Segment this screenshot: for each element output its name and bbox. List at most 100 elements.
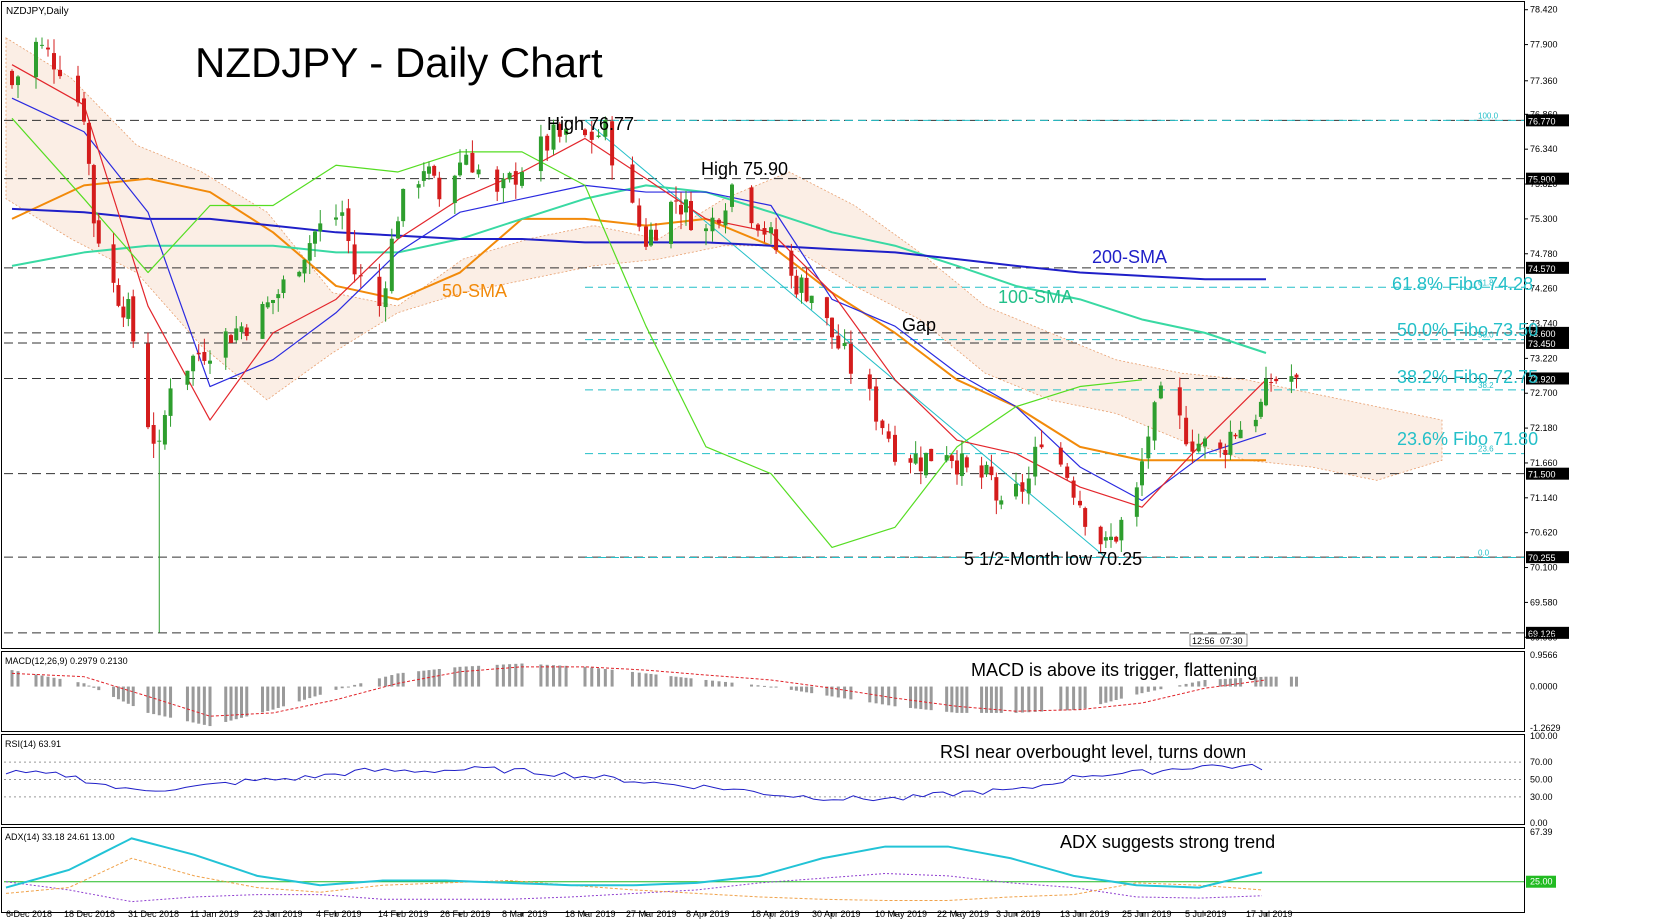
- candle-body: [684, 199, 688, 213]
- candle-body: [551, 124, 556, 150]
- macd-histogram-bar: [10, 670, 14, 687]
- candle-body: [126, 299, 131, 319]
- macd-histogram-bar: [1114, 686, 1118, 701]
- macd-histogram-bar: [597, 668, 601, 687]
- candle-body: [196, 352, 201, 355]
- macd-histogram-bar: [1065, 686, 1069, 711]
- macd-histogram-bar: [82, 683, 86, 687]
- macd-histogram-bar: [919, 686, 923, 710]
- candle-body: [389, 238, 394, 292]
- annotation-fibo-236: 23.6% Fibo 71.80: [1397, 429, 1538, 449]
- candle-body: [637, 205, 642, 227]
- macd-histogram-bar: [353, 684, 357, 687]
- date-tick-label: 25 Jun 2019: [1122, 909, 1172, 919]
- macd-histogram-bar: [644, 673, 648, 687]
- macd-histogram-bar: [724, 681, 727, 687]
- candle-body: [513, 171, 518, 185]
- adx-tick-label: 25.00: [1530, 877, 1553, 887]
- macd-histogram-bar: [520, 663, 524, 687]
- macd-histogram-bar: [234, 686, 238, 720]
- candle-body: [538, 136, 543, 172]
- candle-body: [1098, 526, 1103, 545]
- chart-title: NZDJPY - Daily Chart: [195, 39, 603, 86]
- macd-histogram-bar: [654, 674, 658, 687]
- macd-histogram-bar: [603, 669, 607, 687]
- candle-body: [1223, 449, 1228, 455]
- candle-body: [520, 172, 524, 186]
- macd-histogram-bar: [92, 686, 96, 688]
- date-tick-label: 22 May 2019: [937, 909, 989, 919]
- candle-body: [824, 297, 829, 319]
- candle-body: [979, 465, 984, 478]
- level-label: 73.600: [1528, 329, 1556, 339]
- macd-histogram-bar: [508, 664, 512, 687]
- candle-body: [1109, 536, 1113, 541]
- candle-body: [146, 343, 150, 428]
- macd-histogram-bar: [1190, 682, 1194, 687]
- fibo-ratio-label: 0.0: [1478, 548, 1490, 557]
- candlesticks: [10, 37, 1299, 633]
- price-tick-label: 74.260: [1530, 284, 1558, 294]
- candle-body: [58, 69, 62, 77]
- rsi-series: 100.00 70.00 50.00 30.00 0.00: [4, 731, 1558, 828]
- price-panel-frame: [1, 1, 1525, 649]
- macd-histogram-bar: [669, 676, 673, 687]
- level-label: 72.920: [1528, 374, 1556, 384]
- date-tick-label: 11 Jan 2019: [190, 909, 239, 919]
- adx-panel-frame: [1, 827, 1525, 913]
- candle-body: [1020, 482, 1025, 492]
- candle-body: [116, 285, 121, 306]
- macd-histogram-bar: [1104, 686, 1108, 703]
- level-label-box: [1526, 172, 1569, 185]
- candle-body: [10, 70, 14, 86]
- candle-body: [1014, 483, 1018, 497]
- macd-histogram-bar: [836, 686, 840, 698]
- candle-body: [669, 201, 673, 244]
- macd-histogram-bar: [401, 672, 405, 687]
- macd-histogram-bar: [495, 664, 499, 687]
- macd-histogram-bar: [545, 664, 549, 687]
- date-tick-label: 17 Jul 2019: [1246, 909, 1293, 919]
- time-marker: 12:56 07:30: [1189, 633, 1248, 647]
- candle-body: [162, 415, 167, 445]
- candle-body: [464, 154, 469, 165]
- annotation-month-low: 5 1/2-Month low 70.25: [964, 549, 1142, 569]
- candle-body: [679, 204, 683, 215]
- fibo-ratio-label: 38.2: [1478, 381, 1494, 390]
- macd-histogram-bar: [1014, 686, 1018, 713]
- macd-histogram-bar: [271, 686, 275, 710]
- macd-histogram-bar: [396, 673, 400, 687]
- macd-histogram-bar: [552, 665, 555, 687]
- macd-histogram-bar: [514, 663, 518, 687]
- candle-body: [908, 458, 913, 463]
- annotation-100-sma: 100-SMA: [998, 287, 1073, 307]
- macd-histogram-bar: [58, 678, 62, 687]
- macd-histogram-bar: [960, 686, 964, 713]
- macd-histogram-bar: [185, 686, 189, 722]
- candle-body: [789, 250, 794, 276]
- candle-body: [111, 244, 116, 283]
- candle-body: [809, 295, 814, 304]
- macd-histogram-bar: [152, 686, 156, 715]
- candle-body: [1253, 419, 1258, 427]
- candle-body: [674, 200, 678, 202]
- candle-body: [276, 294, 281, 299]
- price-tick-label: 71.660: [1530, 458, 1558, 468]
- macd-histogram-bar: [704, 679, 708, 687]
- price-tick-label: 72.180: [1530, 423, 1558, 433]
- macd-histogram-bar: [384, 676, 388, 687]
- macd-histogram-bar: [97, 686, 101, 691]
- adx-level-label-box: [1526, 875, 1556, 888]
- macd-histogram-bar: [1109, 686, 1113, 702]
- candle-body: [1152, 402, 1157, 441]
- macd-histogram-bar: [197, 686, 201, 724]
- candle-body: [1065, 466, 1070, 478]
- macd-histogram-bar: [458, 666, 462, 687]
- candle-body: [949, 455, 954, 462]
- candle-body: [794, 275, 799, 295]
- date-tick-label: 30 Apr 2019: [812, 909, 861, 919]
- macd-histogram-bar: [810, 686, 814, 694]
- rsi-tick-label: 30.00: [1530, 792, 1553, 802]
- candle-body: [1203, 438, 1207, 447]
